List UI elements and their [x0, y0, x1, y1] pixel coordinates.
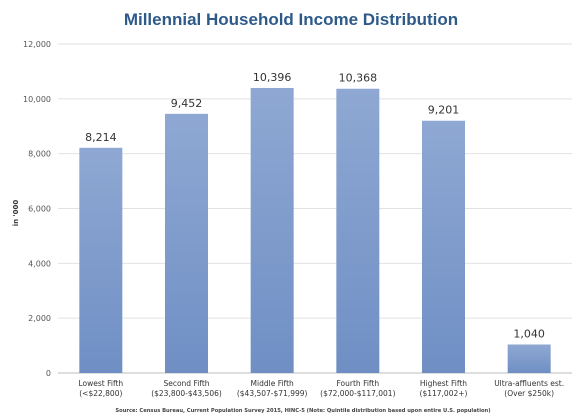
x-category-label: Lowest Fifth [78, 379, 123, 388]
bar [165, 113, 208, 373]
bar [422, 120, 465, 373]
data-label: 1,040 [513, 327, 545, 340]
bars [79, 87, 551, 374]
y-tick-label: 8,000 [28, 150, 51, 159]
x-category-label: (Over $250k) [504, 389, 554, 398]
bar [250, 87, 294, 374]
grid-lines [58, 43, 572, 374]
y-tick-label: 6,000 [28, 205, 51, 214]
x-category-label: ($23,800-$43,506) [151, 389, 222, 398]
data-label: 9,201 [428, 104, 460, 117]
x-category-label: ($117,002+) [420, 389, 468, 398]
bar [507, 344, 551, 373]
y-tick-label: 4,000 [28, 259, 51, 268]
y-axis-ticks: 0 2,000 4,000 6,000 8,000 10,000 12,000 [23, 40, 51, 378]
y-tick-label: 0 [46, 369, 51, 378]
y-tick-label: 10,000 [23, 95, 51, 104]
data-label: 9,452 [171, 97, 203, 110]
x-category-label: Middle Fifth [251, 379, 294, 388]
x-category-label: Second Fifth [163, 379, 209, 388]
chart-title: Millennial Household Income Distribution [124, 10, 458, 29]
x-category-label: (<$22,800) [79, 389, 122, 398]
y-tick-label: 2,000 [28, 314, 51, 323]
y-axis-label: in '000 [12, 200, 20, 227]
x-category-label: ($43,507-$71,999) [237, 389, 308, 398]
source-note: Source: Census Bureau, Current Populatio… [115, 408, 490, 414]
y-tick-label: 12,000 [23, 40, 51, 49]
bar [79, 147, 123, 373]
x-category-label: Highest Fifth [420, 379, 467, 388]
x-axis-categories: Lowest Fifth(<$22,800) Second Fifth($23,8… [78, 379, 564, 398]
data-labels: 8,214 9,452 10,396 10,368 9,201 1,040 [85, 71, 545, 341]
data-label: 10,396 [253, 71, 292, 84]
x-category-label: Ultra-affluents est. [494, 379, 564, 388]
bar [336, 88, 380, 373]
x-category-label: ($72,000-$117,001) [320, 389, 395, 398]
data-label: 8,214 [85, 131, 117, 144]
x-category-label: Fourth Fifth [337, 379, 380, 388]
data-label: 10,368 [339, 72, 378, 85]
